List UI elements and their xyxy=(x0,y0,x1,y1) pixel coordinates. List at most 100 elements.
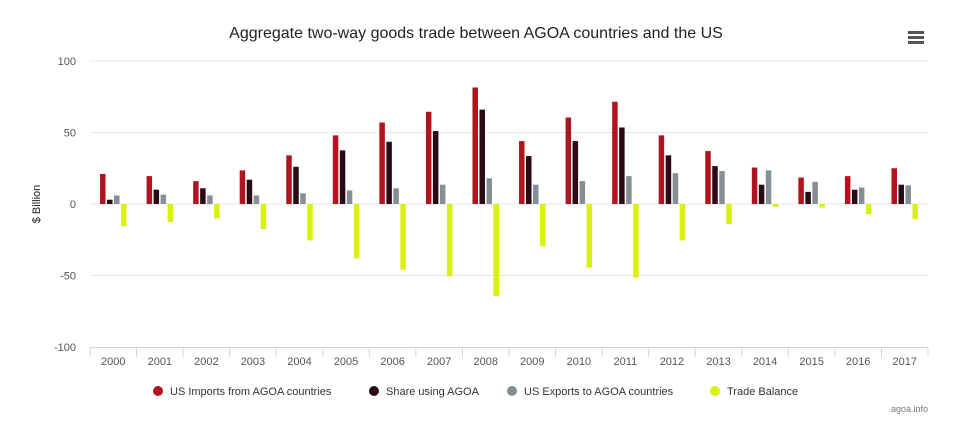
bar-2013-series-1[interactable] xyxy=(712,166,718,204)
legend-item[interactable]: Trade Balance xyxy=(710,386,798,398)
bar-2008-series-0[interactable] xyxy=(472,87,478,204)
bar-2004-series-0[interactable] xyxy=(286,155,292,204)
bar-2000-series-2[interactable] xyxy=(114,195,120,204)
bar-2006-series-2[interactable] xyxy=(393,188,399,204)
chart-title: Aggregate two-way goods trade between AG… xyxy=(229,25,723,42)
credit-text[interactable]: agoa.info xyxy=(891,404,928,414)
bar-2012-series-2[interactable] xyxy=(672,173,679,204)
x-tick-label: 2001 xyxy=(148,356,172,368)
bar-2013-series-0[interactable] xyxy=(705,151,711,204)
bar-2001-series-3[interactable] xyxy=(167,204,174,222)
bar-2002-series-3[interactable] xyxy=(214,204,220,219)
x-tick-label: 2003 xyxy=(241,356,265,368)
bar-2007-series-2[interactable] xyxy=(439,184,446,204)
legend-label: Trade Balance xyxy=(727,386,798,398)
bar-2001-series-2[interactable] xyxy=(160,194,167,204)
bar-2003-series-1[interactable] xyxy=(246,179,253,204)
bar-2012-series-3[interactable] xyxy=(679,204,686,241)
bar-2009-series-3[interactable] xyxy=(540,204,546,247)
bar-2008-series-1[interactable] xyxy=(479,109,485,204)
bar-2005-series-2[interactable] xyxy=(346,190,353,204)
bar-2014-series-0[interactable] xyxy=(751,167,758,204)
bar-2005-series-3[interactable] xyxy=(353,204,360,259)
legend-label: US Exports to AGOA countries xyxy=(524,386,674,398)
x-tick-label: 2002 xyxy=(194,356,218,368)
legend-label: Share using AGOA xyxy=(386,386,480,398)
bar-2006-series-3[interactable] xyxy=(400,204,406,270)
y-tick-label: 100 xyxy=(58,56,76,68)
bar-2017-series-2[interactable] xyxy=(905,185,911,204)
bar-2009-series-0[interactable] xyxy=(519,141,525,204)
bar-2004-series-1[interactable] xyxy=(293,166,299,204)
bar-2017-series-0[interactable] xyxy=(891,168,897,204)
bar-2016-series-1[interactable] xyxy=(851,189,858,204)
bar-2000-series-3[interactable] xyxy=(121,204,127,227)
bar-2005-series-0[interactable] xyxy=(332,135,339,204)
bar-2008-series-2[interactable] xyxy=(486,178,492,204)
bar-2003-series-2[interactable] xyxy=(253,195,260,204)
bar-2002-series-0[interactable] xyxy=(193,181,199,204)
bar-2009-series-1[interactable] xyxy=(526,156,532,204)
bar-2002-series-2[interactable] xyxy=(207,195,213,204)
bar-2016-series-0[interactable] xyxy=(844,176,851,204)
x-tick-label: 2008 xyxy=(473,356,497,368)
bar-2001-series-1[interactable] xyxy=(153,189,160,204)
legend: US Imports from AGOA countries Share usin… xyxy=(153,386,798,398)
bar-2004-series-3[interactable] xyxy=(307,204,313,241)
bar-2014-series-3[interactable] xyxy=(772,204,779,207)
bar-2011-series-3[interactable] xyxy=(633,204,639,278)
bar-2012-series-1[interactable] xyxy=(665,155,672,204)
x-tick-label: 2016 xyxy=(846,356,870,368)
bars xyxy=(100,87,918,297)
bar-2004-series-2[interactable] xyxy=(300,193,306,204)
bar-2015-series-2[interactable] xyxy=(812,181,818,204)
bar-2010-series-3[interactable] xyxy=(586,204,593,268)
bar-2002-series-1[interactable] xyxy=(200,188,206,204)
bar-2003-series-3[interactable] xyxy=(260,204,267,230)
bar-2014-series-2[interactable] xyxy=(765,170,772,204)
bar-2011-series-1[interactable] xyxy=(619,127,625,204)
bar-2011-series-0[interactable] xyxy=(612,101,618,204)
y-axis-ticks: 100 50 0 -50 -100 xyxy=(54,56,76,354)
bar-2012-series-0[interactable] xyxy=(658,135,665,204)
y-tick-label: -50 xyxy=(60,271,76,283)
bar-2009-series-2[interactable] xyxy=(533,184,539,204)
bar-2011-series-2[interactable] xyxy=(626,176,632,204)
y-axis-label: $ Billion xyxy=(31,185,43,224)
x-tick-label: 2011 xyxy=(614,356,638,368)
x-tick-label: 2012 xyxy=(660,356,684,368)
bar-2000-series-0[interactable] xyxy=(100,173,106,204)
x-tick-label: 2006 xyxy=(380,356,404,368)
bar-2010-series-1[interactable] xyxy=(572,141,579,204)
bar-2015-series-1[interactable] xyxy=(805,191,811,204)
bar-2010-series-2[interactable] xyxy=(579,181,586,204)
bar-2008-series-3[interactable] xyxy=(493,204,499,297)
bar-2016-series-2[interactable] xyxy=(858,187,865,204)
bar-2003-series-0[interactable] xyxy=(239,170,246,204)
bar-2007-series-0[interactable] xyxy=(425,111,432,204)
bar-2001-series-0[interactable] xyxy=(146,176,153,204)
bar-2005-series-1[interactable] xyxy=(339,150,346,204)
bar-2014-series-1[interactable] xyxy=(758,184,765,204)
bar-2006-series-1[interactable] xyxy=(386,141,392,204)
legend-item[interactable]: Share using AGOA xyxy=(369,386,480,398)
bar-2000-series-1[interactable] xyxy=(107,199,113,204)
bar-2013-series-2[interactable] xyxy=(719,171,725,204)
bar-2010-series-0[interactable] xyxy=(565,117,572,204)
hamburger-menu-icon[interactable] xyxy=(900,22,932,52)
legend-item[interactable]: US Exports to AGOA countries xyxy=(507,386,674,398)
bar-2017-series-1[interactable] xyxy=(898,184,904,204)
legend-marker xyxy=(710,386,720,396)
bar-2013-series-3[interactable] xyxy=(726,204,732,225)
bar-2006-series-0[interactable] xyxy=(379,122,385,204)
bar-2007-series-3[interactable] xyxy=(446,204,453,277)
legend-item[interactable]: US Imports from AGOA countries xyxy=(153,386,332,398)
bar-2015-series-0[interactable] xyxy=(798,177,804,204)
bar-2017-series-3[interactable] xyxy=(912,204,918,220)
legend-marker xyxy=(507,386,517,396)
x-tick-label: 2015 xyxy=(799,356,823,368)
bar-2016-series-3[interactable] xyxy=(865,204,872,215)
bar-2007-series-1[interactable] xyxy=(432,131,439,204)
bar-2015-series-3[interactable] xyxy=(819,204,825,208)
